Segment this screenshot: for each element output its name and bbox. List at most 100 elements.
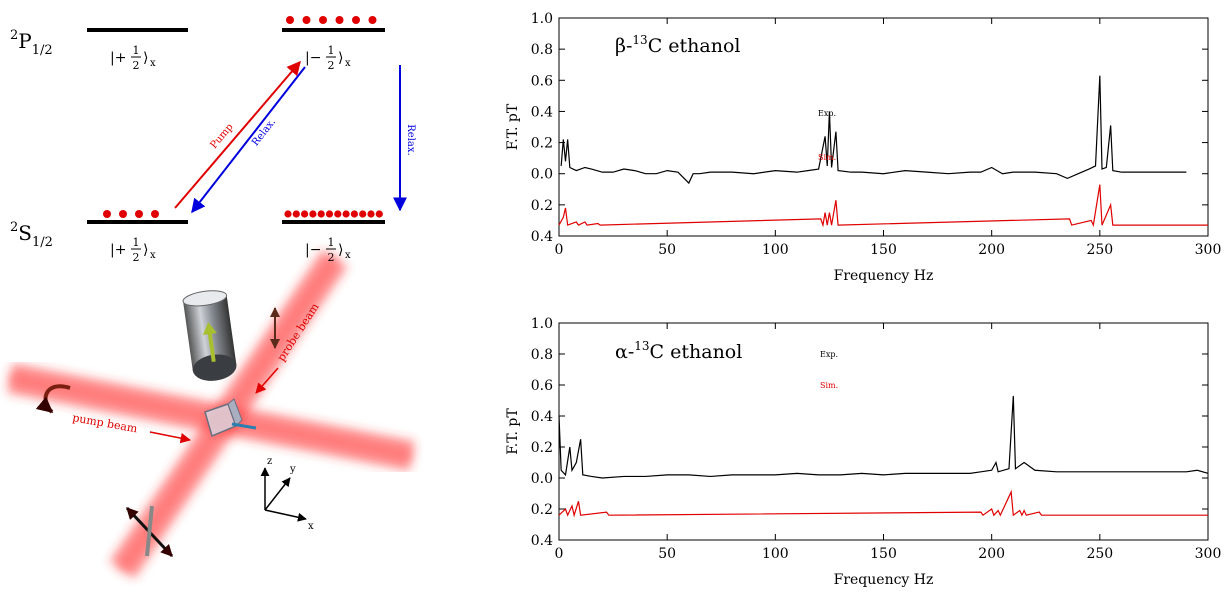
y-tick-label: 0.4 <box>531 533 553 549</box>
title-part: α- <box>615 341 634 363</box>
y-tick-label: 0.6 <box>531 73 553 89</box>
ket: |+ 1 2 ⟩ x <box>110 236 156 264</box>
ket-suffix: ⟩ <box>338 242 343 258</box>
ket-sub: x <box>150 58 156 69</box>
legend-label: Sim. <box>818 153 836 162</box>
ket-suffix: ⟩ <box>143 242 148 258</box>
legend-label: Exp. <box>820 350 838 359</box>
ket-num: 1 <box>328 44 335 57</box>
level-sub: 1/2 <box>32 43 53 58</box>
y-tick-label: 0.2 <box>531 136 553 152</box>
spin-arrow <box>231 422 257 430</box>
level-sub: 1/2 <box>32 235 53 250</box>
pump-arrow <box>174 60 301 209</box>
y-axis-label: F.T. pT <box>505 408 521 455</box>
axis-name: z <box>267 456 272 467</box>
level-label: 2S1/2 <box>10 220 53 250</box>
axis-name: x <box>308 521 314 532</box>
beam-label-arrow <box>149 431 192 444</box>
x-tick-label: 200 <box>978 546 1005 562</box>
chart: 0.4 0.2 0.0 0.2 0.4 0.6 0.8 1.0 0 50 100 150 200 250 3… <box>505 316 1221 588</box>
ket-prefix: |− <box>305 242 321 258</box>
y-tick-label: 0.2 <box>531 440 553 456</box>
series-line <box>558 489 1208 518</box>
title-part: C ethanol <box>648 35 741 57</box>
ket: |+ 1 2 ⟩ x <box>110 44 156 72</box>
x-tick-label: 50 <box>658 546 676 562</box>
ket-num: 1 <box>133 236 140 249</box>
chart-title: β-13C ethanol <box>615 33 740 57</box>
ket-den: 2 <box>328 59 335 72</box>
legend-label: Exp. <box>818 109 836 118</box>
x-tick-label: 150 <box>870 242 897 258</box>
chart-title: α-13C ethanol <box>615 339 742 363</box>
x-tick-label: 200 <box>978 242 1005 258</box>
x-tick-label: 0 <box>555 546 564 562</box>
ket-den: 2 <box>328 251 335 264</box>
ket-den: 2 <box>133 59 140 72</box>
y-tick-label: 0.8 <box>531 347 553 363</box>
level-term: S <box>18 221 32 245</box>
title-part: β- <box>615 35 632 57</box>
ket-sub: x <box>150 250 156 261</box>
vapor-cell <box>204 398 257 438</box>
y-tick-label: 0.2 <box>531 502 553 518</box>
y-tick-label: 0.2 <box>531 198 553 214</box>
y-tick-label: 0.0 <box>531 471 553 487</box>
setup-schematic: pump beam probe beam z y x <box>7 249 415 579</box>
ket: |− 1 2 ⟩ x <box>305 236 351 264</box>
x-axis-label: Frequency Hz <box>834 572 934 588</box>
coordinate-axes: z y x <box>260 456 314 532</box>
relax-arrow <box>191 66 306 214</box>
ket-prefix: |+ <box>110 242 126 258</box>
circular-polarization <box>35 384 71 414</box>
title-part: C ethanol <box>650 341 743 363</box>
ket-suffix: ⟩ <box>338 50 343 66</box>
x-tick-label: 250 <box>1086 546 1113 562</box>
x-tick-label: 150 <box>870 546 897 562</box>
field-arrow <box>207 331 216 363</box>
ket-num: 1 <box>328 236 335 249</box>
arrow-label: Relax. <box>405 124 416 155</box>
x-tick-label: 0 <box>555 242 564 258</box>
y-tick-label: 0.4 <box>531 409 553 425</box>
axis-name: y <box>289 464 296 475</box>
y-tick-label: 0.8 <box>531 42 553 58</box>
arrow-label: Pump <box>209 122 236 151</box>
y-axis-label: F.T. pT <box>505 103 521 150</box>
x-tick-label: 100 <box>762 546 789 562</box>
level-sup: 2 <box>10 220 18 235</box>
x-tick-label: 300 <box>1195 546 1222 562</box>
series-line <box>558 184 1208 228</box>
magnetometer-cylinder <box>182 290 237 381</box>
y-tick-label: 0.0 <box>531 167 553 183</box>
y-tick-label: 1.0 <box>531 11 553 27</box>
x-tick-label: 100 <box>762 242 789 258</box>
y-tick-label: 0.6 <box>531 378 553 394</box>
chart: 0.4 0.2 0.0 0.2 0.4 0.6 0.8 1.0 0 50 100 150 200 250 3… <box>505 11 1221 284</box>
ket-num: 1 <box>133 44 140 57</box>
ket-den: 2 <box>133 251 140 264</box>
beam-label-arrow <box>255 367 279 394</box>
level-sup: 2 <box>10 28 18 43</box>
x-tick-label: 50 <box>658 242 676 258</box>
title-sup: 13 <box>632 33 647 47</box>
population-dots <box>103 16 383 218</box>
x-tick-label: 300 <box>1195 242 1222 258</box>
ket-prefix: |+ <box>110 50 126 66</box>
x-axis-label: Frequency Hz <box>834 268 934 284</box>
title-sup: 13 <box>634 339 649 353</box>
y-tick-label: 1.0 <box>531 316 553 332</box>
ket-sub: x <box>345 58 351 69</box>
level-term: P <box>18 29 31 53</box>
ket-prefix: |− <box>305 50 321 66</box>
x-tick-label: 250 <box>1086 242 1113 258</box>
ket: |− 1 2 ⟩ x <box>305 44 351 72</box>
level-label: 2P1/2 <box>10 28 53 58</box>
series-line <box>560 75 1187 185</box>
y-tick-label: 0.4 <box>531 104 553 120</box>
ket-sub: x <box>345 250 351 261</box>
legend-label: Sim. <box>820 381 838 390</box>
series-line <box>558 395 1209 479</box>
